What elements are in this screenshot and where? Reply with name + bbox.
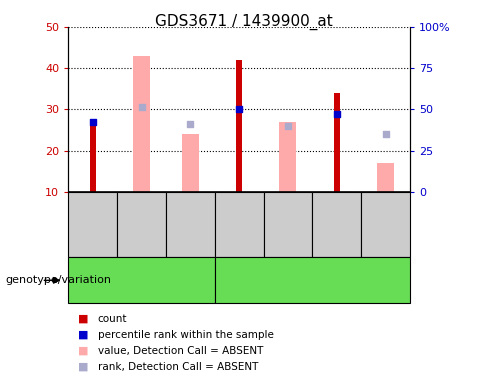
Text: ■: ■ — [78, 314, 89, 324]
Text: GSM142372: GSM142372 — [234, 195, 244, 254]
Bar — [334, 93, 340, 192]
Text: GDS3671 / 1439900_at: GDS3671 / 1439900_at — [155, 13, 333, 30]
Point — [333, 111, 341, 117]
Text: count: count — [98, 314, 127, 324]
Text: ■: ■ — [78, 346, 89, 356]
Text: wildtype (apoE+/+) mother: wildtype (apoE+/+) mother — [70, 275, 213, 285]
Text: ■: ■ — [78, 362, 89, 372]
Bar — [377, 163, 394, 192]
Bar — [182, 134, 199, 192]
Point — [284, 123, 292, 129]
Point — [235, 106, 243, 113]
Text: value, Detection Call = ABSENT: value, Detection Call = ABSENT — [98, 346, 263, 356]
Text: percentile rank within the sample: percentile rank within the sample — [98, 330, 273, 340]
Bar — [279, 122, 297, 192]
Bar — [90, 126, 96, 192]
Bar — [236, 60, 242, 192]
Text: GSM142374: GSM142374 — [283, 195, 293, 254]
Text: apolipoprotein E-deficient
(apoE-/-) mother: apolipoprotein E-deficient (apoE-/-) mot… — [245, 270, 380, 291]
Text: GSM142370: GSM142370 — [185, 195, 195, 254]
Text: GSM142376: GSM142376 — [332, 195, 342, 254]
Bar — [133, 56, 150, 192]
Point — [186, 121, 194, 127]
Text: rank, Detection Call = ABSENT: rank, Detection Call = ABSENT — [98, 362, 258, 372]
Point — [382, 131, 389, 137]
Text: GSM142380: GSM142380 — [381, 195, 390, 254]
Text: genotype/variation: genotype/variation — [5, 275, 111, 285]
Text: GSM142367: GSM142367 — [88, 195, 98, 254]
Point — [89, 119, 97, 125]
Point — [138, 104, 145, 111]
Text: ■: ■ — [78, 330, 89, 340]
Text: GSM142369: GSM142369 — [137, 195, 146, 254]
